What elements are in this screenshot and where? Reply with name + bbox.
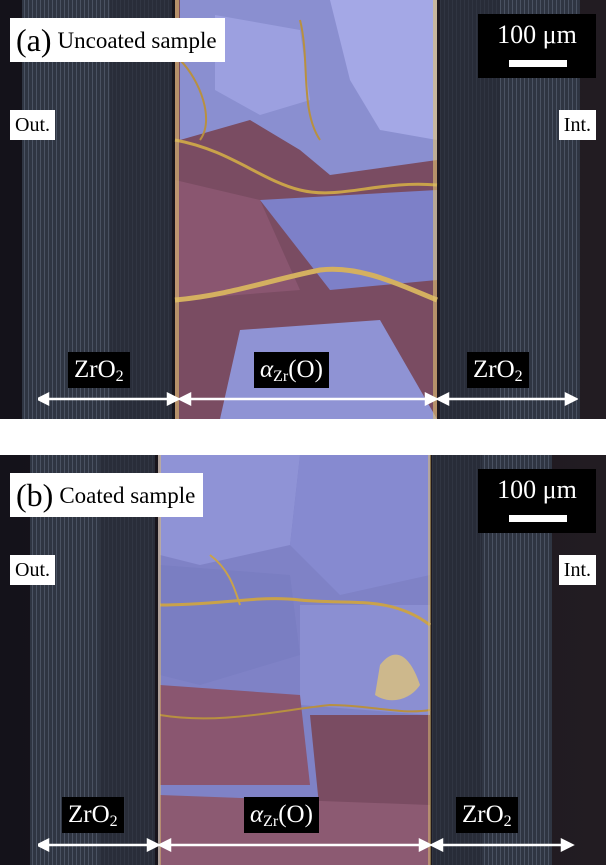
zone-base: α (260, 356, 274, 383)
zone-base: ZrO (462, 801, 504, 828)
panel-a-zone-arrows (38, 392, 578, 406)
panel-a-scale-label: 100 μm (497, 20, 577, 49)
panel-a-letter: (a) (16, 22, 52, 58)
panel-a-zone-inner-oxide: ZrO 2 (467, 352, 529, 388)
zone-base: ZrO (473, 356, 515, 383)
panel-a-out-label: Out. (10, 110, 55, 140)
zone-base: ZrO (74, 356, 116, 383)
zone-sub: Zr (273, 368, 289, 385)
zone-suffix: (O) (288, 356, 323, 383)
zone-base: ZrO (68, 801, 110, 828)
zone-sub: 2 (109, 813, 118, 830)
panel-b-zone-alpha: α Zr (O) (244, 797, 319, 833)
panel-b-zone-inner-oxide: ZrO 2 (456, 797, 518, 833)
panel-b-title-text: Coated sample (59, 482, 196, 508)
zone-sub: 2 (503, 813, 512, 830)
panel-a-scale-line (509, 60, 567, 67)
micrograph-panel-a: (a) Uncoated sample 100 μm Out. Int. ZrO… (0, 0, 606, 419)
zone-sub: Zr (263, 813, 279, 830)
micrograph-panel-b: (b) Coated sample 100 μm Out. Int. ZrO 2 … (0, 455, 606, 865)
panel-b-int-label: Int. (558, 555, 596, 585)
zone-sub: 2 (514, 368, 523, 385)
panel-a-int-label: Int. (558, 110, 596, 140)
panel-b-letter: (b) (16, 477, 54, 513)
panel-b-title: (b) Coated sample (10, 473, 204, 517)
panel-a-zone-alpha: α Zr (O) (254, 352, 329, 388)
panel-b-out-label: Out. (10, 555, 55, 585)
zone-sub: 2 (115, 368, 124, 385)
micrograph-image-b (0, 455, 606, 865)
panel-b-scale-label: 100 μm (497, 475, 577, 504)
panel-b-zone-arrows (38, 838, 575, 852)
panel-a-title-text: Uncoated sample (57, 27, 217, 53)
panel-b-scale-line (509, 515, 567, 522)
panel-a-zone-outer-oxide: ZrO 2 (68, 352, 130, 388)
zone-base: α (250, 801, 264, 828)
panel-b-scale-bar: 100 μm (478, 469, 596, 533)
zone-suffix: (O) (278, 801, 313, 828)
panel-a-scale-bar: 100 μm (478, 14, 596, 78)
panel-b-zone-outer-oxide: ZrO 2 (62, 797, 124, 833)
panel-a-title: (a) Uncoated sample (10, 18, 225, 62)
